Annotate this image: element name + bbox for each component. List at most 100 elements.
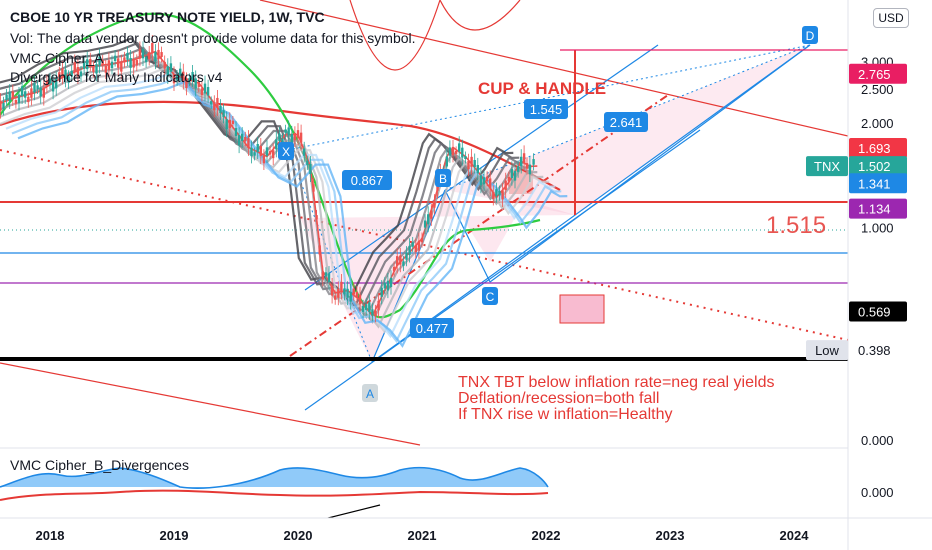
candle-body xyxy=(163,61,166,69)
candle-body xyxy=(318,245,321,255)
candle-body xyxy=(250,147,253,157)
point-marker-label: B xyxy=(439,172,447,186)
candle-body xyxy=(299,132,303,143)
ma-red xyxy=(0,100,561,191)
candle-body xyxy=(275,139,278,150)
point-marker-box xyxy=(482,287,498,305)
candle-body xyxy=(272,150,275,159)
dotted-red-trendline xyxy=(0,149,848,341)
candle-body xyxy=(247,138,250,148)
symbol-title[interactable]: CBOE 10 YR TREASURY NOTE YIELD, 1W, TVC xyxy=(10,9,325,25)
candle-body xyxy=(169,63,173,72)
candle-body xyxy=(79,71,83,77)
oscillator-panel xyxy=(0,447,848,518)
candle-body xyxy=(30,88,33,98)
x-tick-label: 2019 xyxy=(160,528,189,543)
candle-body xyxy=(101,60,104,66)
candle-body xyxy=(324,272,328,277)
candle-body xyxy=(110,61,114,69)
candle-body xyxy=(290,133,293,144)
candle-body xyxy=(349,291,352,302)
red-arc xyxy=(349,0,521,71)
candle-body xyxy=(113,55,117,61)
cup-handle-shade xyxy=(300,190,575,362)
level-text: 1.515 xyxy=(766,212,827,239)
indicator-label-cipher-b[interactable]: VMC Cipher_B_Divergences xyxy=(10,457,189,473)
x-tick-label: 2020 xyxy=(284,528,313,543)
candle-body xyxy=(154,51,157,62)
candle-body xyxy=(352,288,355,295)
x-tick-label: 2024 xyxy=(780,528,810,543)
candle-body xyxy=(327,273,331,283)
x-tick-label: 2023 xyxy=(656,528,685,543)
candle-body xyxy=(203,83,207,94)
candle-body xyxy=(213,102,216,111)
x-tick-label: 2022 xyxy=(532,528,561,543)
lower-red-trendline xyxy=(0,362,421,446)
candle-body xyxy=(89,58,92,66)
candle-body xyxy=(321,272,324,280)
candle-body xyxy=(423,220,427,228)
candle-body xyxy=(278,133,281,141)
candle-body xyxy=(241,133,244,142)
candle-body xyxy=(117,58,120,68)
candle-body xyxy=(507,176,510,182)
indicator-label-divergence[interactable]: Divergence for Many Indicators v4 xyxy=(10,69,223,85)
xabcd-line-2 xyxy=(371,189,446,363)
currency-button[interactable]: USD xyxy=(873,8,909,28)
indicator-label-cipher-a[interactable]: VMC Cipher_A xyxy=(10,50,104,66)
candle-body xyxy=(24,91,27,98)
candle-body xyxy=(104,65,107,73)
candle-body xyxy=(374,310,377,317)
xabcd-dotted-1 xyxy=(287,44,811,151)
price-tag-label: 2.765 xyxy=(858,67,891,82)
candle-body xyxy=(126,52,129,60)
candle-body xyxy=(330,285,334,296)
candle-body xyxy=(467,160,470,170)
candle-body xyxy=(216,97,219,108)
candle-body xyxy=(396,256,399,266)
xabcd-line-3 xyxy=(444,189,491,283)
candle-body xyxy=(244,136,247,142)
y-tick-label: 2.500 xyxy=(861,82,894,97)
candle-body xyxy=(228,119,231,129)
candle-body xyxy=(461,147,464,158)
candle-body xyxy=(520,156,523,166)
note-line: Deflation/recession=both fall xyxy=(458,390,660,407)
candle-body xyxy=(380,287,383,297)
candle-body xyxy=(448,147,452,156)
volume-note: Vol: The data vendor doesn't provide vol… xyxy=(10,30,416,46)
candle-body xyxy=(386,280,390,291)
candle-body xyxy=(504,180,507,191)
y-tick-label: 2.000 xyxy=(861,116,894,131)
price-tag-label: 1.502 xyxy=(858,159,891,174)
candle-body xyxy=(411,242,414,247)
leg-value-box xyxy=(410,318,454,338)
candle-body xyxy=(454,150,458,154)
candle-body xyxy=(293,132,297,141)
candle-body xyxy=(470,156,473,167)
candle-body xyxy=(312,184,315,192)
candle-body xyxy=(225,119,228,130)
candle-body xyxy=(179,68,182,76)
candle-body xyxy=(284,129,287,133)
candle-body xyxy=(510,168,514,179)
candle-body xyxy=(151,43,154,53)
candle-body xyxy=(206,87,210,96)
candle-body xyxy=(197,82,200,87)
y-tick-label: 1.000 xyxy=(861,221,894,236)
candle-body xyxy=(182,71,185,82)
time-axis[interactable]: 2018 2019 2020 2021 2022 2023 2024 xyxy=(36,528,810,543)
candle-body xyxy=(2,102,5,110)
candle-body xyxy=(501,190,504,200)
candle-body xyxy=(377,300,380,311)
target-box xyxy=(559,294,605,324)
candle-body xyxy=(343,288,346,295)
pattern-label: CUP & HANDLE xyxy=(478,79,607,98)
candle-body xyxy=(389,277,393,288)
candle-body xyxy=(399,255,402,265)
osc-tick-label: 0.000 xyxy=(861,485,894,500)
candle-body xyxy=(371,309,374,316)
